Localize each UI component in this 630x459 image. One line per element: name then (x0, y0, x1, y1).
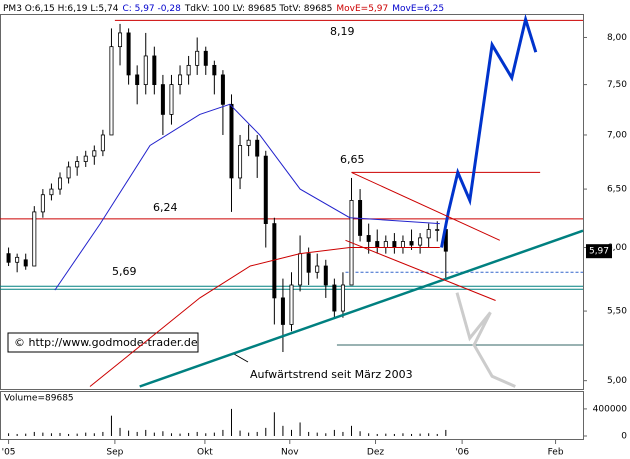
x-tick-label: Okt (197, 448, 213, 458)
candle-body (186, 64, 191, 76)
header-item: TdkV: 100 LV: 89685 TotV: 89685 (184, 4, 333, 14)
candle-body (6, 253, 11, 263)
y-tick-label: 8,00 (607, 33, 627, 43)
candle-body (263, 155, 268, 224)
candle-body (195, 50, 200, 66)
y-tick-label: 7,00 (607, 130, 627, 140)
candle-body (203, 50, 208, 66)
candle-body (238, 145, 243, 179)
annotation-arrow (233, 353, 249, 363)
candle-body (289, 284, 294, 325)
volume-label: Volume=89685 (4, 394, 74, 404)
copyright: © http://www.godmode-trader.de (14, 336, 198, 349)
x-tick-label: '05 (2, 448, 16, 458)
candle-body (178, 74, 183, 85)
y-tick-label: 5,00 (607, 376, 627, 386)
header-item: PM3 O:6,15 H:6,19 L:5,74 (3, 4, 119, 14)
last-price-label: 5,97 (589, 247, 609, 257)
candle-body (400, 241, 405, 248)
candle-body (332, 284, 337, 312)
candle-body (383, 241, 388, 248)
header-item: MovE=6,25 (392, 4, 444, 14)
candle-body (220, 74, 225, 105)
candle-body (366, 235, 371, 242)
volume-panel (0, 391, 584, 440)
y-tick-label: 5,50 (607, 307, 627, 317)
price-panel (0, 14, 584, 390)
x-tick-label: Dez (367, 448, 384, 458)
candle-body (100, 134, 105, 152)
candle-body (280, 297, 285, 325)
x-tick-label: Feb (548, 448, 564, 458)
candle-body (340, 284, 345, 312)
candle-body (323, 265, 328, 286)
candle-body (392, 241, 397, 248)
x-tick-label: Sep (106, 448, 123, 458)
candle-body (92, 150, 97, 157)
candle-body (255, 139, 260, 157)
header-item: C: 5,97 -0,28 (122, 4, 181, 14)
line (345, 239, 496, 301)
candle-body (246, 139, 251, 146)
line (440, 13, 538, 248)
volume-tick-label: 0 (621, 432, 627, 442)
candle-body (375, 241, 380, 248)
last-price-box (586, 244, 612, 259)
header: PM3 O:6,15 H:6,19 L:5,74 C: 5,97 -0,28 Tdk… (3, 4, 444, 14)
y-tick-label: 6,50 (607, 185, 627, 195)
line (54, 103, 440, 291)
candle-body (58, 177, 63, 190)
level-label: 5,69 (112, 265, 137, 278)
level-label: 8,19 (330, 25, 355, 38)
candle-body (49, 188, 54, 196)
candle-body (212, 64, 217, 76)
candle-body (229, 103, 234, 179)
candle-body (75, 161, 80, 168)
candle-body (315, 265, 320, 273)
annotation: Aufwärtstrend seit März 2003 (250, 368, 413, 381)
candle-body (435, 229, 440, 231)
x-tick-label: '06 (455, 448, 469, 458)
candle-body (109, 46, 114, 136)
line (351, 171, 501, 241)
candle-body (418, 237, 423, 246)
level-label: 6,65 (340, 153, 365, 166)
line (139, 229, 584, 388)
x-tick-label: Nov (281, 448, 299, 458)
y-tick-label: 6,00 (607, 243, 627, 253)
line (89, 247, 440, 387)
y-tick-label: 7,50 (607, 80, 627, 90)
candle-body (169, 84, 174, 115)
candle-body (298, 253, 303, 286)
candle-body (32, 211, 37, 267)
candle-body (143, 55, 148, 85)
candle-body (135, 74, 140, 85)
candle-body (409, 241, 414, 246)
candle-body (426, 229, 431, 239)
level-label: 6,24 (153, 201, 178, 214)
candle-body (23, 259, 28, 267)
candle-body (126, 32, 131, 76)
candle-body (40, 194, 45, 213)
candle-body (160, 84, 165, 115)
candle-body (118, 32, 123, 48)
candle-body (83, 155, 88, 162)
candle-body (66, 166, 71, 179)
candle-body (152, 55, 157, 85)
candle-body (15, 256, 20, 263)
volume-tick-label: 400000 (593, 404, 628, 414)
header-item: MovE=5,97 (336, 4, 388, 14)
line (455, 292, 516, 388)
candle-body (306, 253, 311, 273)
